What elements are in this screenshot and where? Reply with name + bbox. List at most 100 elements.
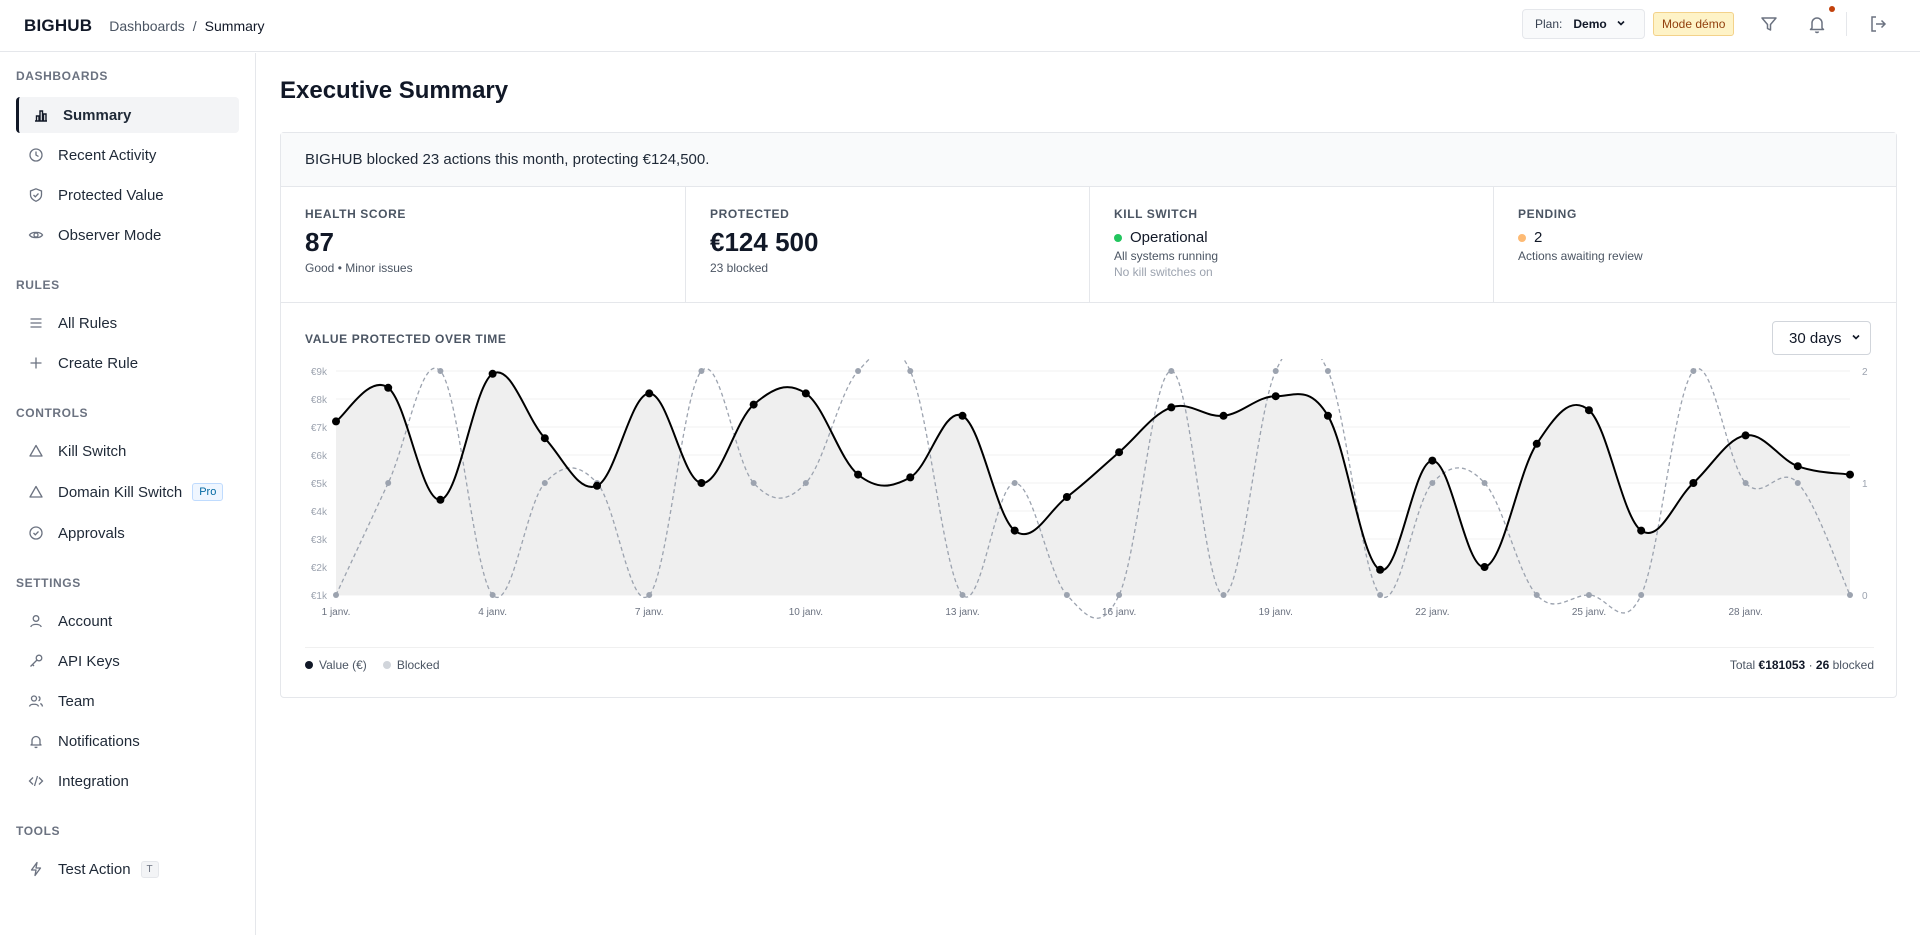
x-axis-tick-label: 28 janv. (1728, 607, 1762, 618)
chevron-down-icon (1615, 17, 1627, 32)
sidebar-item-label: Domain Kill Switch (58, 483, 183, 501)
stat-label: KILL SWITCH (1114, 207, 1198, 221)
y2-axis-tick-label: 2 (1862, 367, 1868, 378)
value-point (1428, 456, 1437, 465)
sidebar-item-label: Protected Value (58, 186, 164, 204)
value-point (1271, 392, 1280, 401)
sidebar-item-test-action[interactable]: Test Action T (16, 851, 239, 887)
user-icon (28, 613, 44, 629)
legend-item-blocked: Blocked (382, 658, 440, 672)
blocked-point (802, 480, 809, 486)
sidebar-item-team[interactable]: Team (16, 683, 239, 719)
blocked-point (1638, 592, 1645, 598)
clock-icon (28, 147, 44, 163)
sidebar-item-domain-kill-switch[interactable]: Domain Kill Switch Pro (16, 474, 239, 510)
x-axis-tick-label: 19 janv. (1259, 607, 1293, 618)
section-title-dashboards: DASHBOARDS (16, 69, 109, 83)
range-select[interactable]: 30 days (1772, 321, 1871, 355)
totals-suffix: blocked (1832, 657, 1874, 672)
x-axis-tick-label: 13 janv. (945, 607, 979, 618)
totals-separator: · (1808, 657, 1813, 672)
warning-triangle-icon (28, 443, 44, 459)
notification-dot (1829, 6, 1835, 12)
breadcrumb-dashboards[interactable]: Dashboards (109, 17, 185, 34)
sidebar-item-notifications[interactable]: Notifications (16, 723, 239, 759)
legend-item-value: Value (€) (305, 658, 367, 672)
demo-mode-badge: Mode démo (1653, 12, 1735, 36)
sidebar-item-label: Summary (63, 106, 132, 124)
brand-logo[interactable]: BIGHUB (24, 15, 93, 35)
plan-label: Plan: (1535, 17, 1563, 31)
sidebar-item-label: Test Action (58, 860, 131, 878)
breadcrumb-separator: / (192, 17, 197, 34)
blocked-point (1220, 592, 1227, 598)
sidebar-item-create-rule[interactable]: Create Rule (16, 345, 239, 381)
value-point (332, 417, 340, 426)
section-title-tools: TOOLS (16, 824, 61, 838)
filter-icon[interactable] (1759, 14, 1779, 34)
value-point (1010, 526, 1019, 535)
sidebar-item-observer-mode[interactable]: Observer Mode (16, 217, 239, 253)
stat-status-line: Operational (1114, 229, 1469, 246)
value-point (1637, 526, 1646, 535)
blocked-point (1429, 480, 1436, 486)
blocked-point (1742, 480, 1749, 486)
topbar-divider (1846, 12, 1847, 36)
sidebar-item-label: Account (58, 612, 113, 630)
sidebar-item-all-rules[interactable]: All Rules (16, 305, 239, 341)
breadcrumb-current: Summary (204, 17, 265, 34)
value-point (1062, 493, 1071, 501)
y-axis-tick-label: €7k (311, 423, 328, 434)
value-area (336, 372, 1850, 595)
logout-icon[interactable] (1868, 14, 1888, 34)
blocked-point (1272, 368, 1279, 374)
sidebar-item-account[interactable]: Account (16, 603, 239, 639)
stat-subtext: Good • Minor issues (305, 261, 413, 275)
value-point (436, 495, 445, 504)
value-point (1115, 448, 1124, 457)
sidebar-item-integration[interactable]: Integration (16, 763, 239, 799)
x-axis-tick-label: 22 janv. (1415, 607, 1449, 618)
chart-title: VALUE PROTECTED OVER TIME (305, 332, 507, 346)
y-axis-tick-label: €4k (311, 507, 328, 518)
sidebar-item-approvals[interactable]: Approvals (16, 515, 239, 551)
value-point (1167, 403, 1176, 412)
lightning-icon (28, 861, 44, 877)
summary-banner: BIGHUB blocked 23 actions this month, pr… (281, 133, 1896, 187)
sidebar-item-summary[interactable]: Summary (16, 97, 239, 133)
sidebar-item-label: Create Rule (58, 354, 139, 372)
value-point (1219, 411, 1228, 420)
blocked-point (1116, 592, 1123, 598)
x-axis-tick-label: 10 janv. (789, 607, 823, 618)
value-point (1846, 470, 1854, 479)
y-axis-tick-label: €6k (311, 451, 328, 462)
blocked-point (855, 368, 862, 374)
bell-icon[interactable] (1807, 14, 1827, 34)
value-point (593, 481, 602, 490)
sidebar-item-protected-value[interactable]: Protected Value (16, 177, 239, 213)
sidebar-item-label: Recent Activity (58, 146, 157, 164)
stat-kill-switch: KILL SWITCH Operational All systems runn… (1090, 187, 1494, 302)
y-axis-tick-label: €5k (311, 479, 328, 490)
key-icon (28, 653, 44, 669)
blocked-point (541, 480, 548, 486)
value-point (1323, 411, 1332, 420)
x-axis-tick-label: 4 janv. (478, 607, 507, 618)
plan-selector[interactable]: Plan: Demo (1522, 9, 1645, 39)
sidebar-item-api-keys[interactable]: API Keys (16, 643, 239, 679)
sidebar-item-recent-activity[interactable]: Recent Activity (16, 137, 239, 173)
stat-label: HEALTH SCORE (305, 207, 406, 221)
y-axis-tick-label: €3k (311, 535, 328, 546)
value-point (488, 369, 497, 378)
value-point (1689, 479, 1698, 487)
sidebar-item-kill-switch[interactable]: Kill Switch (16, 433, 239, 469)
blocked-point (1481, 480, 1488, 486)
stat-protected: PROTECTED €124 500 23 blocked (686, 187, 1090, 302)
value-point (854, 470, 863, 479)
y2-axis-tick-label: 1 (1862, 479, 1868, 490)
breadcrumb: Dashboards / Summary (109, 18, 264, 34)
section-title-rules: RULES (16, 278, 60, 292)
pro-badge: Pro (192, 483, 224, 501)
x-axis-tick-label: 7 janv. (635, 607, 664, 618)
value-point (1584, 406, 1593, 415)
